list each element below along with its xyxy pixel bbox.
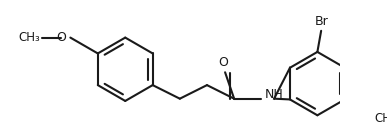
Text: Br: Br — [314, 15, 328, 28]
Text: CH₃: CH₃ — [375, 112, 387, 125]
Text: O: O — [57, 31, 67, 44]
Text: NH: NH — [265, 88, 284, 101]
Text: CH₃: CH₃ — [19, 31, 40, 44]
Text: O: O — [218, 56, 228, 69]
